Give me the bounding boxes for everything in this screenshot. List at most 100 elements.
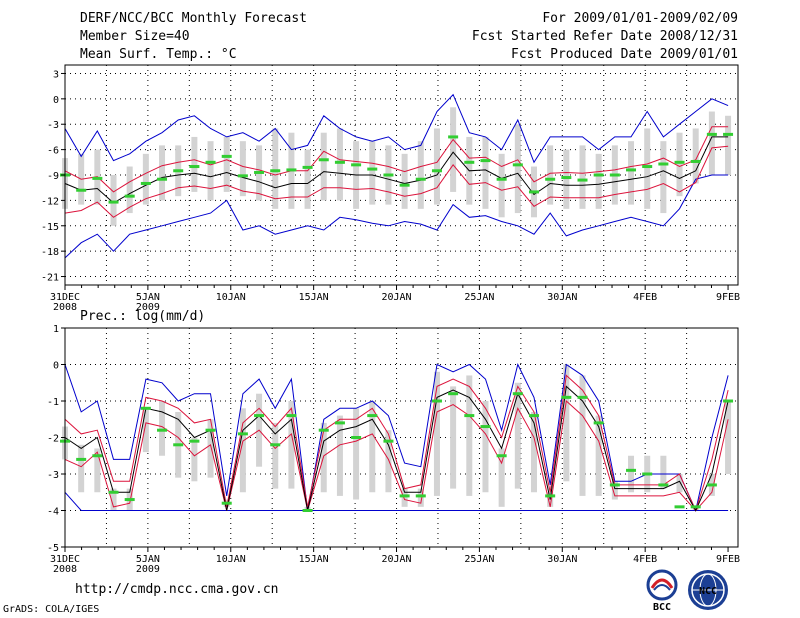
temp-climatology-mark xyxy=(561,176,572,180)
temp-climatology-mark xyxy=(642,165,653,169)
bcc-logo-icon: BCC xyxy=(646,569,678,612)
precip-xtick-label: 31DEC xyxy=(50,554,80,565)
precip-ytick-label: -4 xyxy=(47,507,59,518)
temp-xtick-label: 10JAN xyxy=(216,292,246,303)
precip-climatology-mark xyxy=(561,395,572,399)
temp-climatology-mark xyxy=(237,174,248,178)
temp-climatology-mark xyxy=(706,132,717,136)
precip-climatology-mark xyxy=(254,414,265,418)
precip-ensemble-box xyxy=(239,408,246,493)
precip-xtick-label: 30JAN xyxy=(547,554,577,565)
precip-climatology-mark xyxy=(706,483,717,487)
precip-climatology-mark xyxy=(690,505,701,509)
temp-climatology-mark xyxy=(254,170,265,174)
precip-xtick-label: 15JAN xyxy=(299,554,329,565)
precip-mean-line xyxy=(64,385,729,512)
precip-ensemble-box xyxy=(660,455,667,489)
temp-ensemble-box xyxy=(692,128,699,184)
precip-climatology-mark xyxy=(334,421,345,425)
precip-ensemble-box xyxy=(78,444,85,493)
precip-ytick-label: -3 xyxy=(47,470,59,481)
precip-climatology-mark xyxy=(270,443,281,447)
temp-ytick-label: -15 xyxy=(41,222,59,233)
precip-climatology-mark xyxy=(76,457,87,461)
precip-climatology-mark xyxy=(399,494,410,498)
precip-min-line xyxy=(64,491,729,511)
precip-climatology-mark xyxy=(108,490,119,494)
temp-ytick-label: 3 xyxy=(53,69,59,80)
precip-climatology-mark xyxy=(464,414,475,418)
precip-climatology-mark xyxy=(383,439,394,443)
temp-ensemble-box xyxy=(725,115,732,175)
temp-climatology-mark xyxy=(464,160,475,164)
temp-xtick-label: 9FEB xyxy=(716,292,740,303)
temp-ensemble-box xyxy=(369,141,376,205)
precip-climatology-mark xyxy=(367,414,378,418)
temp-xtick-label: 25JAN xyxy=(464,292,494,303)
temp-ensemble-box xyxy=(547,145,554,205)
precip-climatology-mark xyxy=(609,483,620,487)
precip-climatology-mark xyxy=(205,428,216,432)
temp-climatology-mark xyxy=(399,183,410,187)
temp-climatology-mark xyxy=(140,181,151,185)
temp-climatology-mark xyxy=(690,159,701,163)
bcc-logo-text: BCC xyxy=(653,602,671,612)
precip-ensemble-box xyxy=(369,401,376,493)
temp-climatology-mark xyxy=(528,190,539,194)
produced-date: Fcst Produced Date 2009/01/01 xyxy=(511,47,738,62)
temp-climatology-mark xyxy=(351,163,362,167)
temp-climatology-mark xyxy=(609,173,620,177)
temp-max-line xyxy=(64,93,729,164)
precip-climatology-mark xyxy=(173,443,184,447)
precip-ensemble-box xyxy=(94,448,101,493)
precip-climatology-mark xyxy=(545,494,556,498)
precip-xtick-year: 2009 xyxy=(136,564,160,575)
temp-climatology-mark xyxy=(124,194,135,198)
temp-climatology-mark xyxy=(92,176,103,180)
temp-climatology-mark xyxy=(157,177,168,181)
grads-credit: GrADS: COLA/IGES xyxy=(3,604,100,615)
variable-label: Mean Surf. Temp.: °C xyxy=(80,47,237,62)
precip-lower-std-line xyxy=(64,400,729,512)
ncc-logo-text: NCC xyxy=(699,586,717,597)
temp-ytick-label: -12 xyxy=(41,196,59,207)
precip-ensemble-box xyxy=(191,437,198,482)
precip-ytick-label: -1 xyxy=(47,397,59,408)
temp-ensemble-box xyxy=(676,132,683,197)
temp-min-line xyxy=(64,174,729,259)
precip-climatology-mark xyxy=(124,498,135,502)
precip-ensemble-box xyxy=(611,481,618,500)
temp-xtick-year: 2009 xyxy=(136,302,160,313)
forecast-title: DERF/NCC/BCC Monthly Forecast xyxy=(80,11,307,26)
temp-xtick-label: 5JAN xyxy=(136,292,160,303)
temp-lower-std-line xyxy=(64,145,729,218)
precip-ytick-label: 1 xyxy=(53,324,59,335)
temp-climatology-mark xyxy=(545,177,556,181)
website-url[interactable]: http://cmdp.ncc.cma.gov.cn xyxy=(75,582,279,597)
precip-chart-title: Prec.: log(mm/d) xyxy=(80,309,206,324)
precip-xtick-year: 2008 xyxy=(53,564,77,575)
precip-ensemble-box xyxy=(433,371,440,496)
temp-ensemble-box xyxy=(110,175,117,226)
precip-ensemble-box xyxy=(207,419,214,478)
precip-ensemble-box xyxy=(579,375,586,496)
precip-climatology-mark xyxy=(92,454,103,458)
precip-ensemble-box xyxy=(336,415,343,496)
temp-climatology-mark xyxy=(108,200,119,204)
temp-climatology-mark xyxy=(173,169,184,173)
temp-ytick-label: 0 xyxy=(53,95,59,106)
precip-climatology-mark xyxy=(658,483,669,487)
precip-ensemble-box xyxy=(498,448,505,507)
temp-xtick-label: 15JAN xyxy=(299,292,329,303)
temp-upper-std-line xyxy=(64,126,729,193)
precip-climatology-mark xyxy=(448,392,459,396)
header-right: For 2009/01/01-2009/02/09 Fcst Started Re… xyxy=(472,10,738,64)
refer-date: Fcst Started Refer Date 2008/12/31 xyxy=(471,29,738,44)
temp-xtick-year: 2008 xyxy=(53,302,77,313)
precip-climatology-mark xyxy=(512,392,523,396)
temp-climatology-mark xyxy=(383,173,394,177)
precip-ensemble-box xyxy=(142,408,149,453)
temp-climatology-mark xyxy=(577,178,588,182)
precip-climatology-mark xyxy=(431,399,442,403)
temp-climatology-mark xyxy=(512,163,523,167)
